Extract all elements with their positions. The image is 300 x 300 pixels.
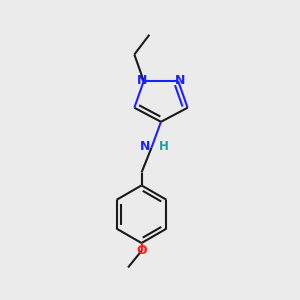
Text: N: N [140,140,150,153]
Text: N: N [137,74,147,87]
Text: H: H [159,140,169,153]
Text: O: O [137,244,148,257]
Text: N: N [175,74,185,87]
